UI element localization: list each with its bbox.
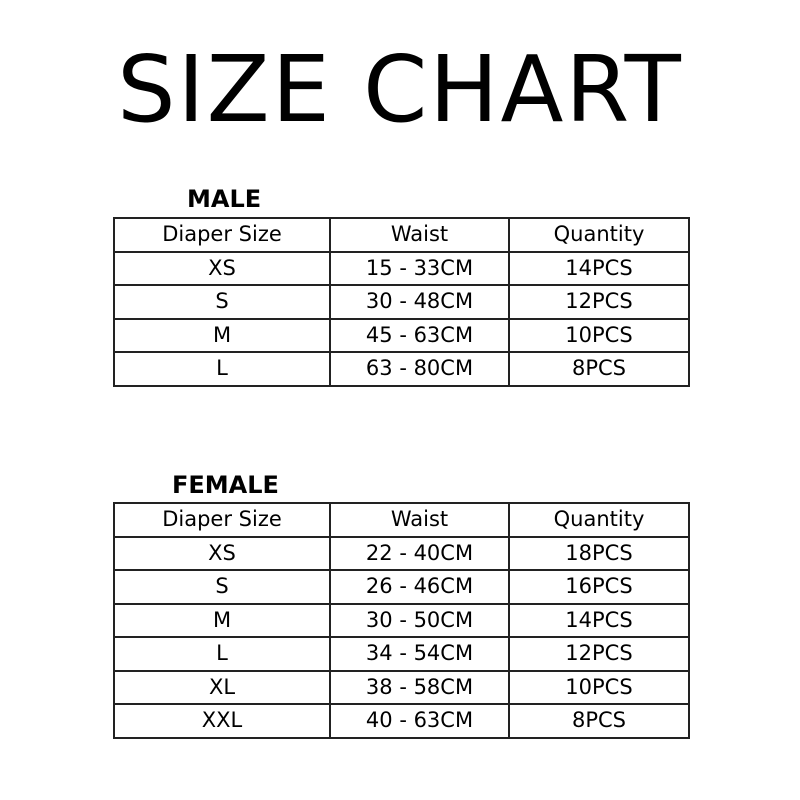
table-cell: 18PCS — [508, 535, 690, 571]
table-cell: XXL — [113, 703, 331, 739]
column-header: Waist — [329, 502, 510, 538]
header-row: Diaper Size Waist Quantity — [113, 217, 690, 253]
table-row: L 63 - 80CM 8PCS — [113, 351, 690, 387]
table-cell: 10PCS — [508, 669, 690, 705]
table-row: XXL 40 - 63CM 8PCS — [113, 703, 690, 739]
female-section-label: FEMALE — [172, 471, 279, 499]
table-cell: L — [113, 636, 331, 672]
table-cell: 38 - 58CM — [329, 669, 510, 705]
column-header: Diaper Size — [113, 217, 331, 253]
table-row: XS 15 - 33CM 14PCS — [113, 250, 690, 286]
table-cell: M — [113, 317, 331, 353]
table-cell: 14PCS — [508, 602, 690, 638]
male-size-table: Diaper Size Waist Quantity XS 15 - 33CM 14PCS… — [113, 217, 690, 387]
table-cell: 30 - 48CM — [329, 284, 510, 320]
table-cell: L — [113, 351, 331, 387]
column-header: Waist — [329, 217, 510, 253]
table-row: L 34 - 54CM 12PCS — [113, 636, 690, 672]
column-header: Diaper Size — [113, 502, 331, 538]
table-row: S 30 - 48CM 12PCS — [113, 284, 690, 320]
column-header: Quantity — [508, 217, 690, 253]
male-section-label: MALE — [187, 185, 262, 213]
table-cell: XL — [113, 669, 331, 705]
table-cell: M — [113, 602, 331, 638]
table-cell: 10PCS — [508, 317, 690, 353]
table-row: XS 22 - 40CM 18PCS — [113, 535, 690, 571]
table-cell: 40 - 63CM — [329, 703, 510, 739]
table-cell: 8PCS — [508, 703, 690, 739]
table-cell: 34 - 54CM — [329, 636, 510, 672]
table-cell: 45 - 63CM — [329, 317, 510, 353]
table-cell: 63 - 80CM — [329, 351, 510, 387]
table-cell: 12PCS — [508, 636, 690, 672]
table-cell: 16PCS — [508, 569, 690, 605]
table-cell: 14PCS — [508, 250, 690, 286]
table-row: XL 38 - 58CM 10PCS — [113, 669, 690, 705]
header-row: Diaper Size Waist Quantity — [113, 502, 690, 538]
table-row: M 30 - 50CM 14PCS — [113, 602, 690, 638]
table-cell: 15 - 33CM — [329, 250, 510, 286]
page-title: SIZE CHART — [117, 36, 683, 143]
table-cell: 26 - 46CM — [329, 569, 510, 605]
column-header: Quantity — [508, 502, 690, 538]
table-cell: S — [113, 284, 331, 320]
table-cell: 8PCS — [508, 351, 690, 387]
table-cell: 22 - 40CM — [329, 535, 510, 571]
table-cell: 12PCS — [508, 284, 690, 320]
table-cell: XS — [113, 250, 331, 286]
table-row: M 45 - 63CM 10PCS — [113, 317, 690, 353]
female-size-table: Diaper Size Waist Quantity XS 22 - 40CM 18PCS… — [113, 502, 690, 739]
table-cell: 30 - 50CM — [329, 602, 510, 638]
table-cell: S — [113, 569, 331, 605]
table-row: S 26 - 46CM 16PCS — [113, 569, 690, 605]
table-cell: XS — [113, 535, 331, 571]
